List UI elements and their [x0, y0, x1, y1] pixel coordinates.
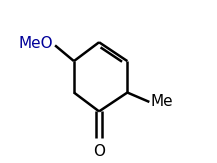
Text: MeO: MeO — [19, 36, 54, 51]
Text: Me: Me — [151, 95, 174, 110]
Text: O: O — [93, 144, 105, 159]
